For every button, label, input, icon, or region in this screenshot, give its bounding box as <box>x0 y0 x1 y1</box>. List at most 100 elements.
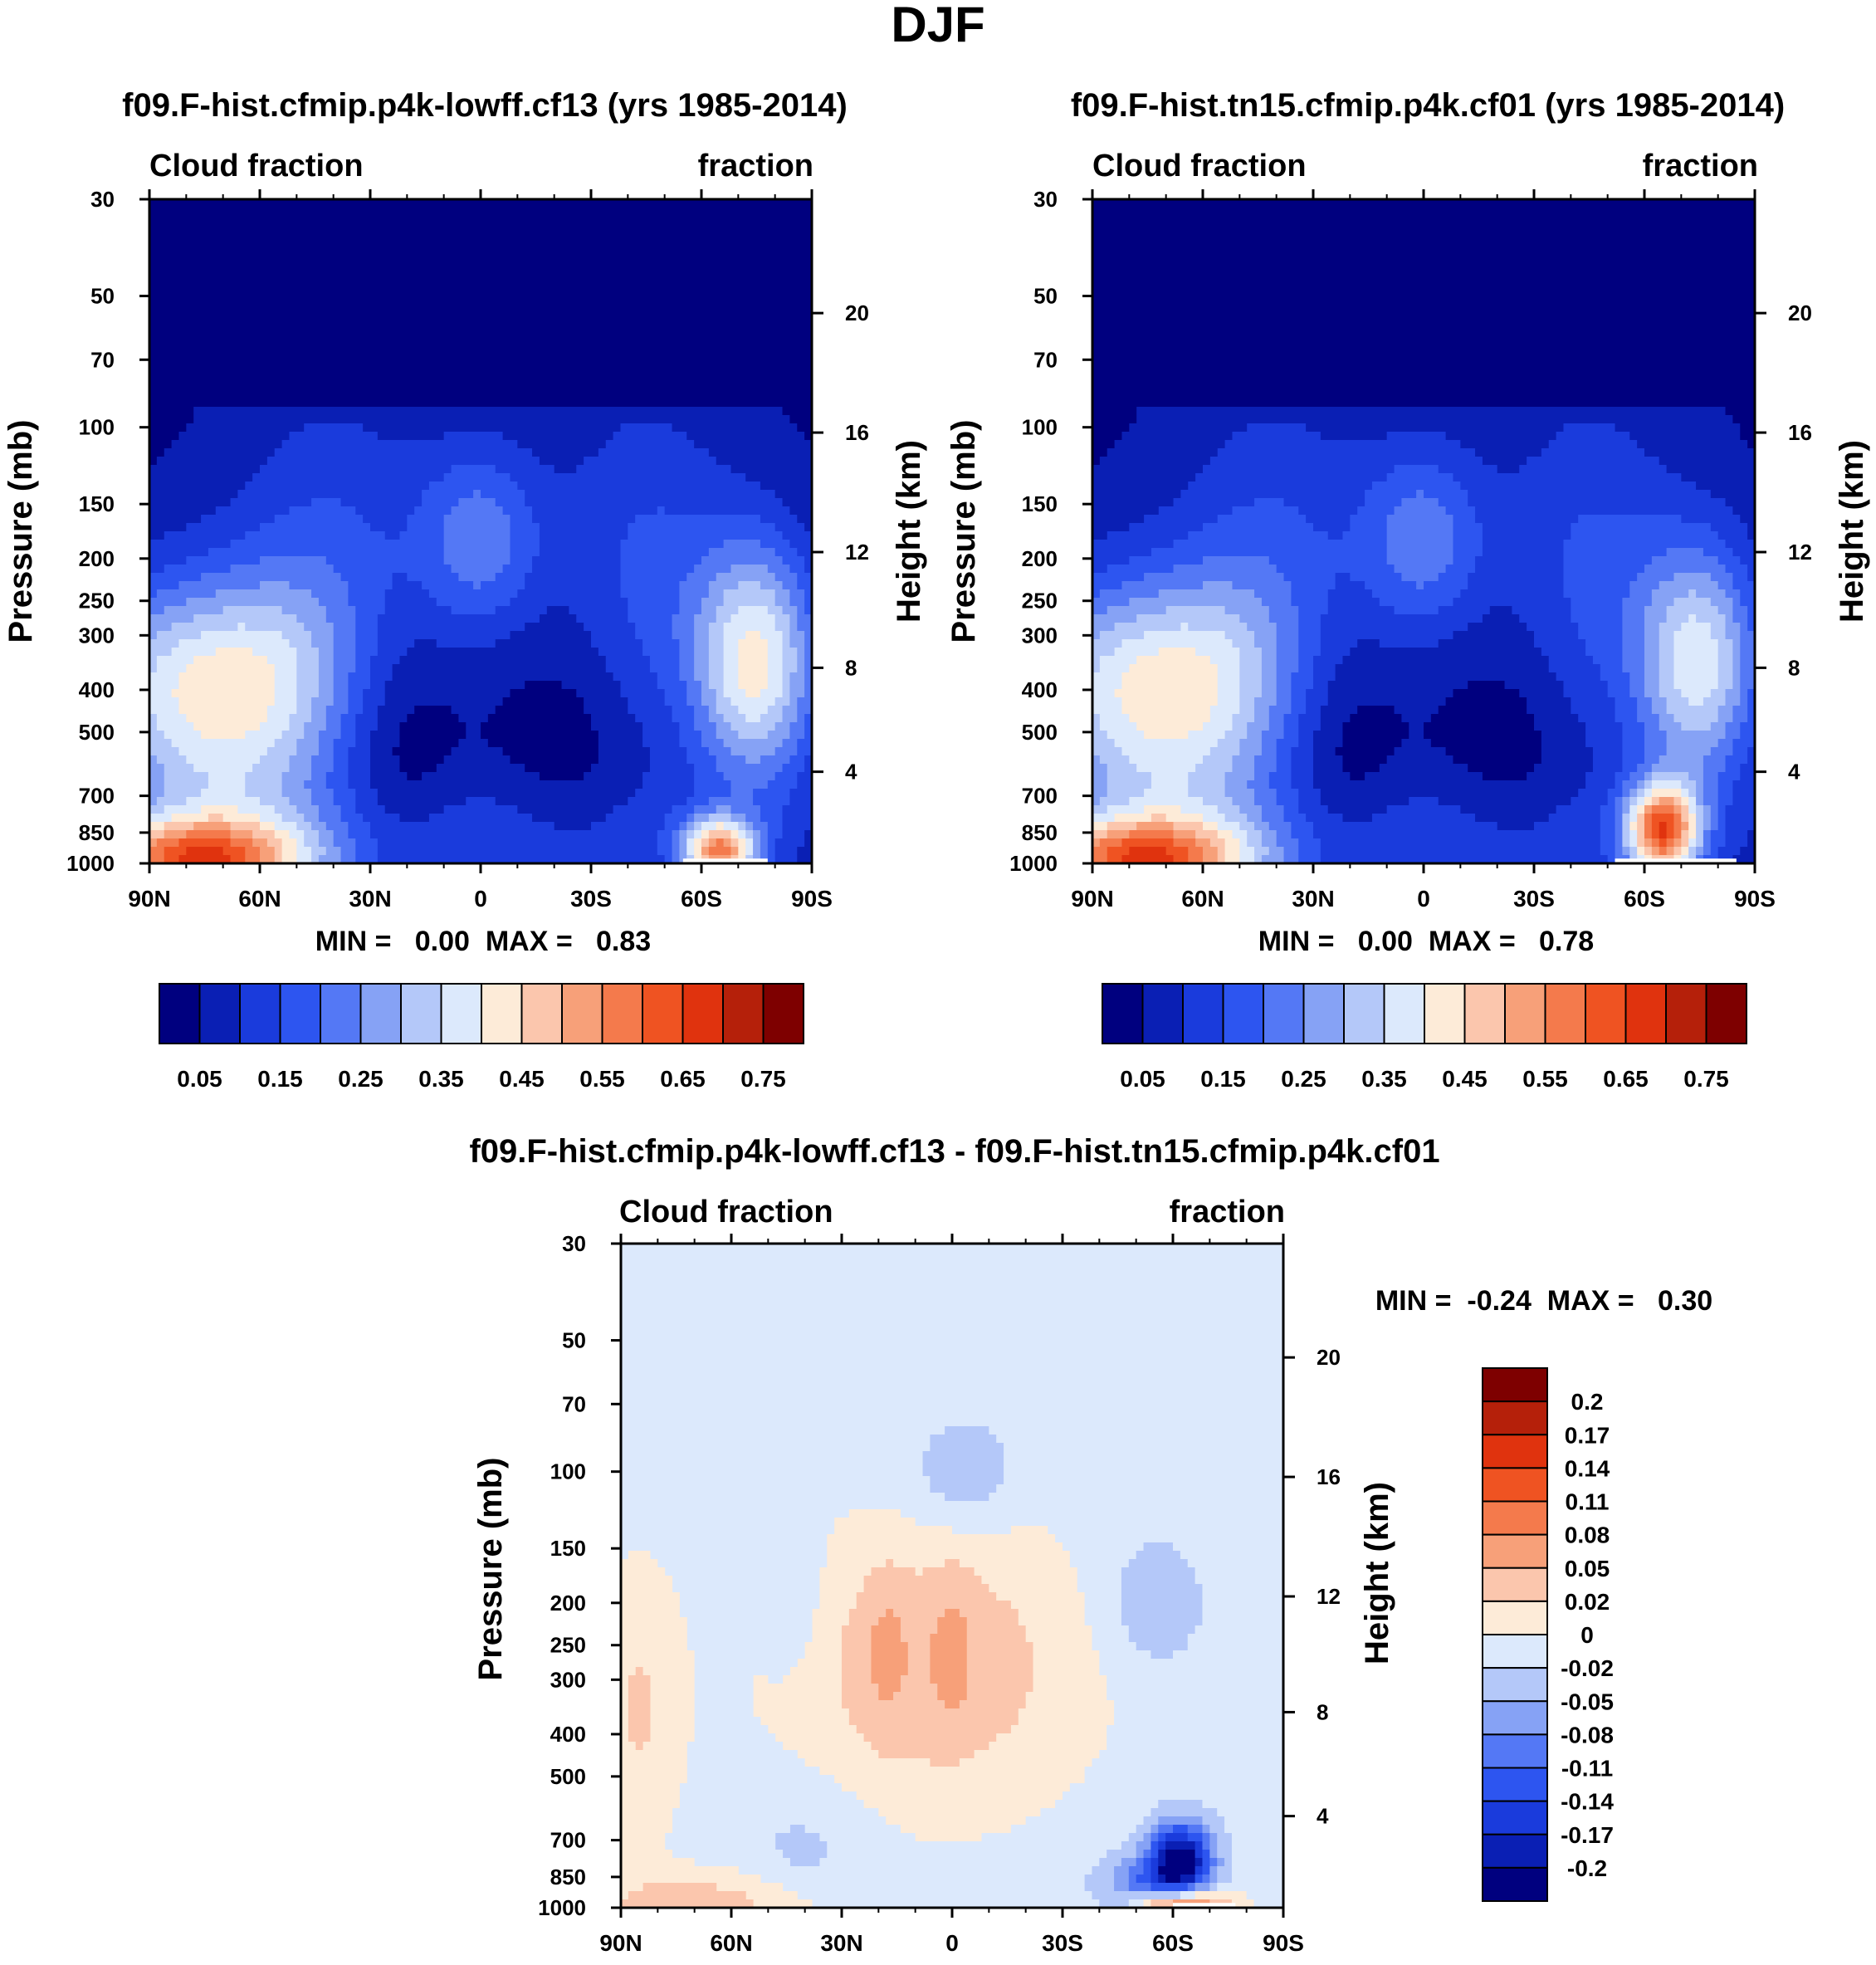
contour-cell <box>1401 498 1439 507</box>
contour-cell <box>621 1742 637 1751</box>
contour-cell <box>878 1692 894 1701</box>
axes: 90N 60N 30N 0 30S 60S 90S305070100150200250300… <box>538 1231 1341 1956</box>
contour-cell <box>1681 689 1712 698</box>
contour-cell <box>1659 830 1668 839</box>
contour-cell <box>767 731 790 740</box>
contour-cell <box>1696 614 1727 623</box>
contour-cell <box>266 714 291 723</box>
contour-cell <box>1379 639 1439 648</box>
contour-cell <box>775 1841 828 1850</box>
colorbar-box <box>1504 983 1546 1044</box>
contour-cell <box>1136 1850 1145 1859</box>
contour-cell <box>1099 1650 1151 1659</box>
contour-cell <box>1232 639 1255 648</box>
contour-cell <box>591 639 643 648</box>
contour-cell <box>621 1816 673 1826</box>
contour-cell <box>392 581 423 590</box>
contour-cell <box>1276 565 1395 574</box>
contour-cell <box>1644 805 1653 814</box>
contour-cell <box>149 407 194 416</box>
contour-cell <box>1732 855 1756 864</box>
contour-cell <box>1276 747 1292 756</box>
contour-cell <box>1622 797 1630 806</box>
contour-cell <box>1092 772 1108 781</box>
colorbar-box <box>1263 983 1305 1044</box>
contour-cell <box>1298 797 1322 806</box>
contour-cell <box>1187 1883 1196 1892</box>
contour-cell <box>782 830 805 839</box>
contour-cell <box>665 1567 820 1576</box>
contour-cell <box>1254 697 1278 706</box>
contour-cell <box>274 448 533 457</box>
contour-cell <box>1092 664 1101 673</box>
contour-cell <box>1666 465 1756 474</box>
contour-cell <box>1629 847 1638 856</box>
contour-cell <box>1320 623 1468 632</box>
contour-cell <box>178 697 276 706</box>
contour-cell <box>650 1684 696 1693</box>
contour-cell <box>598 648 643 657</box>
contour-cell <box>959 1609 1019 1618</box>
colorbar-box <box>1102 983 1144 1044</box>
contour-cell <box>355 648 379 657</box>
y-tick-label: 1000 <box>538 1895 586 1920</box>
contour-cell <box>760 1717 850 1726</box>
contour-cell <box>1409 722 1424 731</box>
contour-cell <box>621 1875 762 1884</box>
contour-cell <box>819 1833 916 1842</box>
contour-cell <box>723 822 739 831</box>
contour-cell <box>1202 1875 1210 1884</box>
contour-cell <box>584 706 628 715</box>
contour-cell <box>1600 822 1616 831</box>
contour-cell <box>621 1576 673 1585</box>
contour-cell <box>1327 681 1468 690</box>
contour-cell <box>384 805 445 814</box>
contour-cell <box>266 706 297 715</box>
contour-cell <box>679 1783 843 1792</box>
contour-cell <box>340 847 356 856</box>
contour-cell <box>708 714 725 723</box>
contour-cell <box>716 573 776 582</box>
contour-cell <box>745 689 761 698</box>
contour-cell <box>252 648 297 657</box>
contour-cell <box>1247 838 1263 848</box>
contour-cell <box>686 1642 806 1651</box>
contour-cell <box>1313 764 1344 773</box>
contour-cell <box>694 1858 791 1867</box>
contour-cell <box>1194 1891 1248 1900</box>
contour-cell <box>1622 664 1645 673</box>
contour-cell <box>738 672 769 682</box>
contour-cell <box>974 1567 1078 1576</box>
contour-cell <box>1291 689 1307 698</box>
contour-cell <box>1651 772 1689 781</box>
contour-cell <box>642 780 695 789</box>
contour-cell <box>164 847 187 856</box>
contour-cell <box>149 481 246 491</box>
contour-cell <box>311 764 335 773</box>
contour-cell <box>672 1576 820 1585</box>
contour-cell <box>804 681 813 690</box>
contour-cell <box>1165 1858 1196 1867</box>
colorbar-box <box>1463 983 1506 1044</box>
contour-cell <box>495 797 628 806</box>
contour-cell <box>767 855 776 864</box>
contour-cell <box>539 523 628 532</box>
contour-cell <box>1313 755 1344 765</box>
contour-cell <box>584 457 717 466</box>
contour-cell <box>149 257 813 266</box>
contour-cell <box>222 847 246 856</box>
contour-cell <box>694 789 732 798</box>
colorbar-label: 0.08 <box>1565 1523 1610 1548</box>
contour-cell <box>355 838 379 848</box>
contour-cell <box>900 1509 1284 1518</box>
contour-cell <box>1187 1642 1284 1651</box>
contour-cell <box>281 780 305 789</box>
contour-cell <box>1740 589 1756 599</box>
colorbar-box <box>1482 1567 1548 1602</box>
contour-cell <box>1121 432 1234 441</box>
colorbar-label: -0.14 <box>1561 1789 1614 1815</box>
contour-cell <box>694 672 710 682</box>
contour-cell <box>1121 1858 1137 1867</box>
contour-cell <box>348 747 371 756</box>
contour-cell <box>782 498 813 507</box>
